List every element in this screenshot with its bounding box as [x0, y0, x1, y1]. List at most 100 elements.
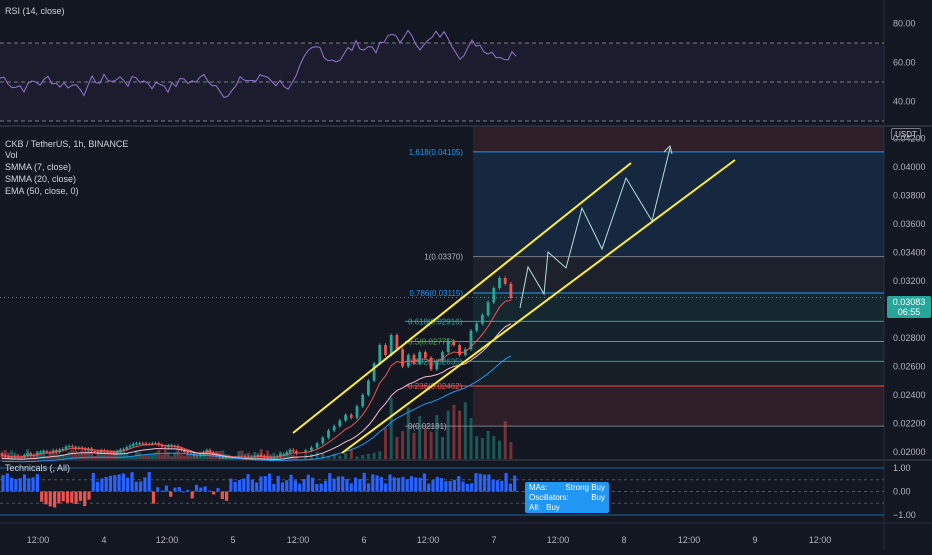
- fib-level-label: 0.5(0.02775): [408, 337, 454, 346]
- technicals-summary[interactable]: MAs: Strong Buy Oscillators: Buy All: Buy: [525, 482, 609, 513]
- technicals-bar: [173, 487, 177, 492]
- legend-smma20: SMMA (20, close): [5, 174, 77, 184]
- time-tick-label: 8: [621, 535, 626, 545]
- candle: [186, 452, 189, 454]
- volume-bar: [423, 428, 427, 459]
- technicals-bar: [397, 477, 401, 492]
- technicals-bar: [474, 473, 478, 492]
- technicals-bar: [311, 477, 315, 492]
- technicals-bar: [392, 477, 396, 492]
- rsi-tick-label: 80.00: [893, 19, 916, 29]
- volume-bar: [157, 450, 161, 459]
- candle: [71, 446, 74, 448]
- volume-bar: [61, 454, 65, 459]
- technicals-bar: [203, 486, 207, 492]
- volume-bar: [128, 455, 132, 459]
- fib-zone: [473, 386, 884, 427]
- volume-bar: [446, 410, 450, 459]
- candle: [131, 443, 135, 446]
- technicals-bar: [108, 475, 113, 492]
- volume-bar: [366, 453, 370, 459]
- candle: [372, 363, 376, 381]
- technicals-bar: [121, 473, 125, 492]
- volume-bar: [272, 452, 276, 459]
- technicals-bar: [504, 472, 508, 492]
- candle: [315, 443, 319, 448]
- volume-bar: [486, 430, 490, 459]
- candle: [179, 448, 183, 450]
- volume-bar: [70, 449, 74, 459]
- candle: [327, 430, 330, 438]
- candle: [128, 445, 132, 448]
- candle: [119, 449, 122, 452]
- volume-bar: [332, 453, 336, 459]
- volume-bar: [3, 449, 7, 459]
- candle: [266, 457, 269, 459]
- candle: [115, 451, 119, 454]
- time-tick-label: 12:00: [287, 535, 310, 545]
- candle: [378, 345, 382, 364]
- candle: [282, 454, 285, 456]
- candle: [441, 352, 444, 361]
- candle: [492, 288, 496, 303]
- mas-label: MAs:: [529, 483, 548, 492]
- volume-bar: [182, 455, 186, 459]
- volume-bar: [83, 451, 87, 459]
- candle: [26, 453, 29, 455]
- candle: [55, 450, 58, 453]
- volume-bar: [122, 450, 126, 459]
- candle: [39, 451, 42, 453]
- time-tick-label: 12:00: [156, 535, 179, 545]
- volume-bar: [355, 456, 359, 459]
- volume-bar: [166, 452, 170, 459]
- candle: [122, 449, 125, 451]
- technicals-bar: [508, 483, 512, 492]
- moving-average-line: [1, 355, 512, 463]
- candle: [475, 323, 479, 331]
- candle: [64, 446, 68, 449]
- price-tick-label: 0.03800: [893, 190, 926, 200]
- candle: [256, 454, 260, 457]
- candle: [74, 447, 77, 449]
- candle: [446, 340, 450, 353]
- candle: [435, 360, 439, 370]
- volume-bar: [418, 416, 422, 459]
- time-tick-label: 12:00: [809, 535, 832, 545]
- technicals-bar: [70, 491, 74, 503]
- technicals-bar: [362, 472, 366, 492]
- candle: [295, 451, 298, 454]
- price-tick-label: 0.04000: [893, 162, 926, 172]
- candle: [29, 453, 33, 456]
- technicals-bar: [250, 479, 254, 492]
- technicals-bar: [242, 478, 246, 492]
- technicals-bar: [246, 474, 250, 492]
- candle: [349, 414, 353, 418]
- technicals-bar: [117, 474, 121, 492]
- candle: [112, 452, 116, 454]
- candle: [221, 457, 225, 459]
- rsi-tick-label: 40.00: [893, 97, 916, 107]
- technicals-bar: [435, 476, 439, 492]
- volume-bar: [0, 453, 4, 459]
- candle: [160, 445, 164, 447]
- candle: [83, 448, 87, 451]
- technicals-bar: [371, 474, 375, 492]
- volume-bar: [186, 454, 190, 459]
- technicals-bar: [225, 491, 229, 501]
- technicals-bar: [220, 491, 224, 500]
- volume-bar: [179, 454, 183, 459]
- volume-bar: [141, 455, 145, 459]
- technicals-bar: [5, 473, 9, 492]
- candle: [237, 456, 241, 458]
- technicals-bar: [229, 478, 233, 492]
- technicals-bar: [268, 473, 272, 492]
- technicals-bar: [199, 487, 203, 492]
- price-tick-label: 0.02800: [893, 333, 926, 343]
- technicals-bar: [237, 480, 242, 492]
- technicals-bar: [414, 477, 418, 492]
- technicals-bar: [405, 479, 409, 492]
- candle: [67, 446, 71, 448]
- volume-bar: [176, 449, 180, 459]
